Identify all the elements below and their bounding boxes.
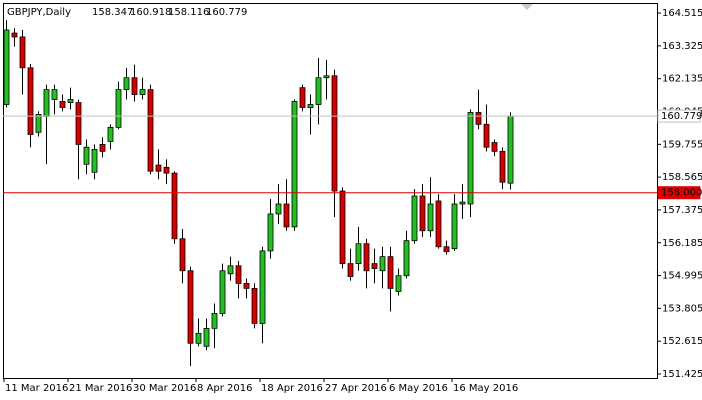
x-tick-label: 11 Mar 2016: [5, 383, 68, 394]
candle-body: [307, 104, 314, 108]
header-value: 158.347: [92, 7, 133, 18]
candle-body: [267, 213, 274, 252]
x-tick-label: 18 Apr 2016: [261, 383, 323, 394]
candle-body: [139, 89, 146, 95]
candle-body: [195, 332, 202, 344]
candle-body: [259, 250, 266, 324]
candle-body: [67, 99, 74, 103]
candle-body: [435, 200, 442, 248]
candle-body: [123, 77, 130, 90]
price-label: 160.779: [661, 111, 702, 122]
candle-body: [35, 113, 42, 133]
y-tick-label: 151.425: [662, 369, 702, 380]
y-tick-label: 156.185: [662, 238, 702, 249]
candle-body: [227, 265, 234, 275]
y-tick-label: 153.805: [662, 303, 702, 314]
y-tick-label: 164.515: [662, 8, 702, 19]
candle-body: [451, 203, 458, 250]
candle-body: [163, 166, 170, 174]
candle-body: [243, 283, 250, 289]
candle-body: [347, 263, 354, 277]
candle-body: [203, 327, 210, 347]
candle-body: [75, 102, 82, 145]
candle-body: [91, 149, 98, 173]
x-tick-label: 8 Apr 2016: [197, 383, 252, 394]
candle-body: [499, 150, 506, 183]
header-value: 160.918: [130, 7, 171, 18]
candle-body: [235, 265, 242, 284]
y-tick-label: 162.135: [662, 74, 702, 85]
candle-body: [27, 67, 34, 135]
candle-body: [19, 36, 26, 69]
candle-body: [283, 203, 290, 228]
candle-body: [475, 112, 482, 125]
candle-body: [443, 246, 450, 253]
candle-body: [11, 32, 18, 38]
candle-body: [131, 77, 138, 95]
price-label: 158.000: [661, 188, 702, 199]
candle-body: [155, 164, 162, 172]
x-tick-label: 6 May 2016: [389, 383, 448, 394]
candle-body: [491, 142, 498, 152]
x-tick-label: 21 Mar 2016: [69, 383, 132, 394]
y-tick-label: 154.995: [662, 271, 702, 282]
y-tick-label: 159.755: [662, 139, 702, 150]
x-tick-label: 27 Apr 2016: [325, 383, 387, 394]
candle-body: [211, 313, 218, 329]
header-value: 160.779: [206, 7, 247, 18]
candle-body: [187, 270, 194, 344]
shift-marker: [521, 4, 533, 10]
candle-body: [107, 126, 114, 142]
y-tick-label: 157.375: [662, 205, 702, 216]
candle-body: [331, 75, 338, 192]
candle-body: [291, 101, 298, 228]
candle-body: [507, 115, 514, 184]
price-box: [657, 186, 701, 200]
candle-body: [3, 29, 10, 105]
candle-body: [115, 89, 122, 128]
candle-body: [43, 89, 50, 117]
candle-body: [371, 263, 378, 269]
candle-body: [379, 256, 386, 272]
candle-body: [339, 190, 346, 264]
candle-body: [403, 240, 410, 277]
candle-body: [179, 238, 186, 272]
candle-body: [427, 203, 434, 232]
candle-body: [251, 287, 258, 324]
candle-body: [299, 87, 306, 108]
candle-body: [355, 243, 362, 264]
candle-body: [467, 112, 474, 205]
candle-body: [323, 75, 330, 79]
x-tick-label: 30 Mar 2016: [133, 383, 196, 394]
y-tick-label: 152.615: [662, 336, 702, 347]
header: GBPJPY,Daily: [7, 7, 71, 18]
x-tick-label: 16 May 2016: [453, 383, 518, 394]
candle-body: [275, 203, 282, 215]
candle-body: [147, 89, 154, 172]
candle-body: [419, 195, 426, 232]
candle-body: [459, 201, 466, 205]
candle-body: [483, 123, 490, 148]
symbol: GBPJPY,Daily: [7, 7, 71, 18]
y-tick-label: 163.325: [662, 41, 702, 52]
price-box: [657, 109, 701, 123]
candle-body: [411, 195, 418, 242]
candle-body: [219, 270, 226, 314]
candle-body: [59, 101, 66, 108]
candle-body: [83, 146, 90, 165]
header-value: 158.116: [168, 7, 209, 18]
candle-body: [395, 275, 402, 292]
y-tick-label: 158.565: [662, 172, 702, 183]
candle-body: [363, 243, 370, 272]
candle-body: [51, 89, 58, 100]
candle-body: [171, 172, 178, 240]
candle-body: [387, 256, 394, 289]
candle-body: [315, 77, 322, 105]
candle-body: [99, 144, 106, 152]
